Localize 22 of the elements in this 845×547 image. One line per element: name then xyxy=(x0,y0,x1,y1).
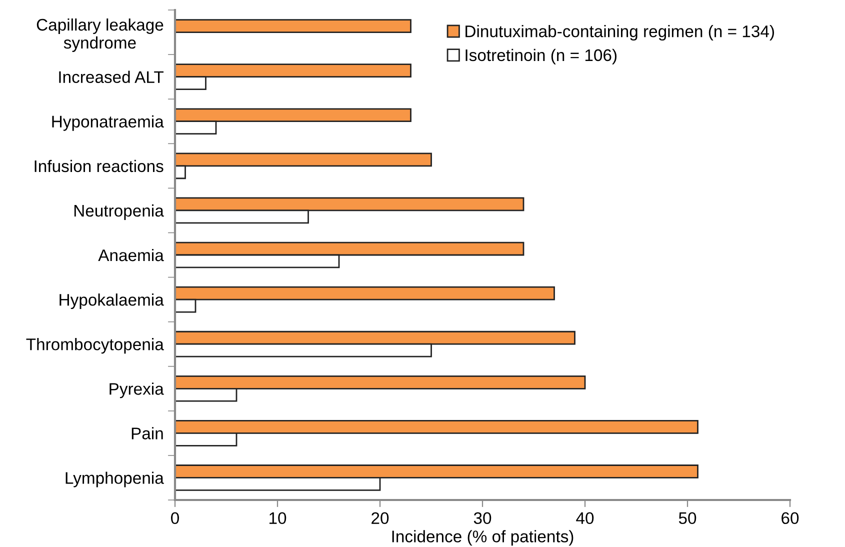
y-tick-label: Neutropenia xyxy=(74,204,164,220)
y-tick-label: Increased ALT xyxy=(59,70,164,84)
x-tick-label: 10 xyxy=(270,512,286,524)
x-tick-label: 20 xyxy=(372,512,389,524)
x-axis-title: Incidence (% of patients) xyxy=(392,530,574,546)
y-tick-label: Pain xyxy=(132,427,163,440)
y-tick-label: Hyponatraemia xyxy=(52,115,164,131)
y-tick-label: Lymphopenia xyxy=(66,472,164,488)
x-tick-label: 60 xyxy=(782,512,799,524)
bar xyxy=(175,19,412,33)
x-tick-label: 0 xyxy=(171,512,179,524)
y-tick-label: Anaemia xyxy=(98,248,164,262)
legend-label: Dinutuximab-containing regimen (n = 134) xyxy=(466,25,774,41)
y-tick-label: Hypokalaemia xyxy=(60,294,164,310)
y-tick-label: Thrombocytopenia xyxy=(26,338,164,354)
x-tick-label: 50 xyxy=(678,512,696,524)
x-tick-label: 40 xyxy=(576,512,594,524)
y-tick-label: Pyrexia xyxy=(110,382,164,398)
legend-label: Isotretinoin (n = 106) xyxy=(466,48,616,64)
x-tick-label: 30 xyxy=(474,512,492,524)
y-tick-label: Capillary leakage syndrome xyxy=(36,18,164,52)
y-tick-label: Infusion reactions xyxy=(34,160,164,172)
